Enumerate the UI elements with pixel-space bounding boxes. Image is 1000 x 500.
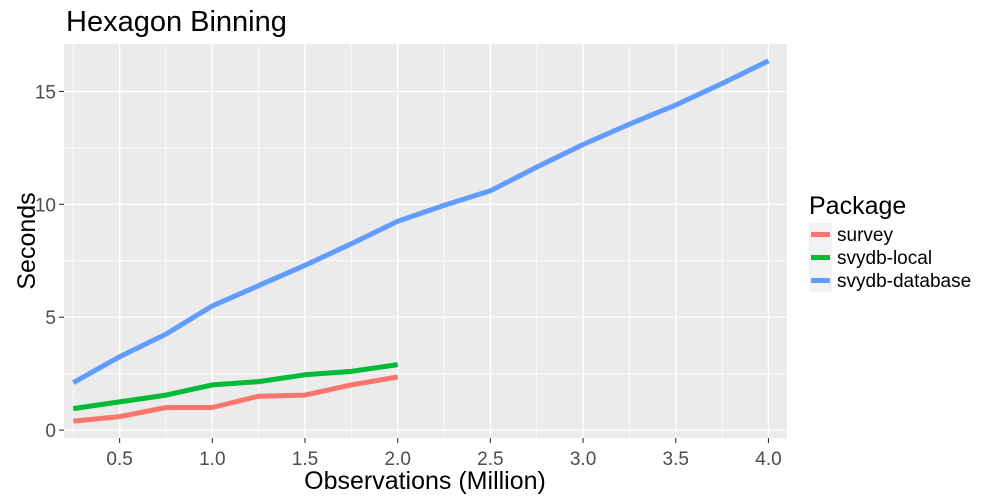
x-tick-label: 3.0 xyxy=(570,449,596,470)
x-tick-label: 1.5 xyxy=(292,449,318,470)
x-tick-label: 4.0 xyxy=(755,449,781,470)
series-lines xyxy=(72,58,770,424)
y-tick-label: 10 xyxy=(35,195,56,216)
legend-title: Package xyxy=(809,192,906,220)
grid-minor xyxy=(64,44,787,438)
x-axis-title: Observations (Million) xyxy=(304,467,546,495)
x-tick-label: 2.5 xyxy=(477,449,503,470)
chart-title: Hexagon Binning xyxy=(66,6,287,38)
series-line-survey xyxy=(73,374,399,424)
legend-label-svydb-database: svydb-database xyxy=(837,271,971,292)
y-tick-label: 0 xyxy=(45,421,56,442)
legend-label-survey: survey xyxy=(837,225,893,246)
x-tick-label: 0.5 xyxy=(106,449,132,470)
x-tick-label: 1.0 xyxy=(199,449,225,470)
x-axis: 0.5 1.0 1.5 2.0 2.5 3.0 3.5 4.0 xyxy=(106,438,782,470)
x-tick-label: 3.5 xyxy=(663,449,689,470)
y-axis: 0 5 10 15 xyxy=(35,82,64,442)
series-line-svydb-database xyxy=(72,58,770,385)
grid-major xyxy=(64,44,787,438)
y-tick-label: 15 xyxy=(35,82,56,103)
y-tick-label: 5 xyxy=(45,308,56,329)
x-tick-label: 2.0 xyxy=(384,449,410,470)
y-axis-title: Seconds xyxy=(13,192,41,289)
legend-label-svydb-local: svydb-local xyxy=(837,248,932,269)
series-line-svydb-local xyxy=(72,362,399,412)
